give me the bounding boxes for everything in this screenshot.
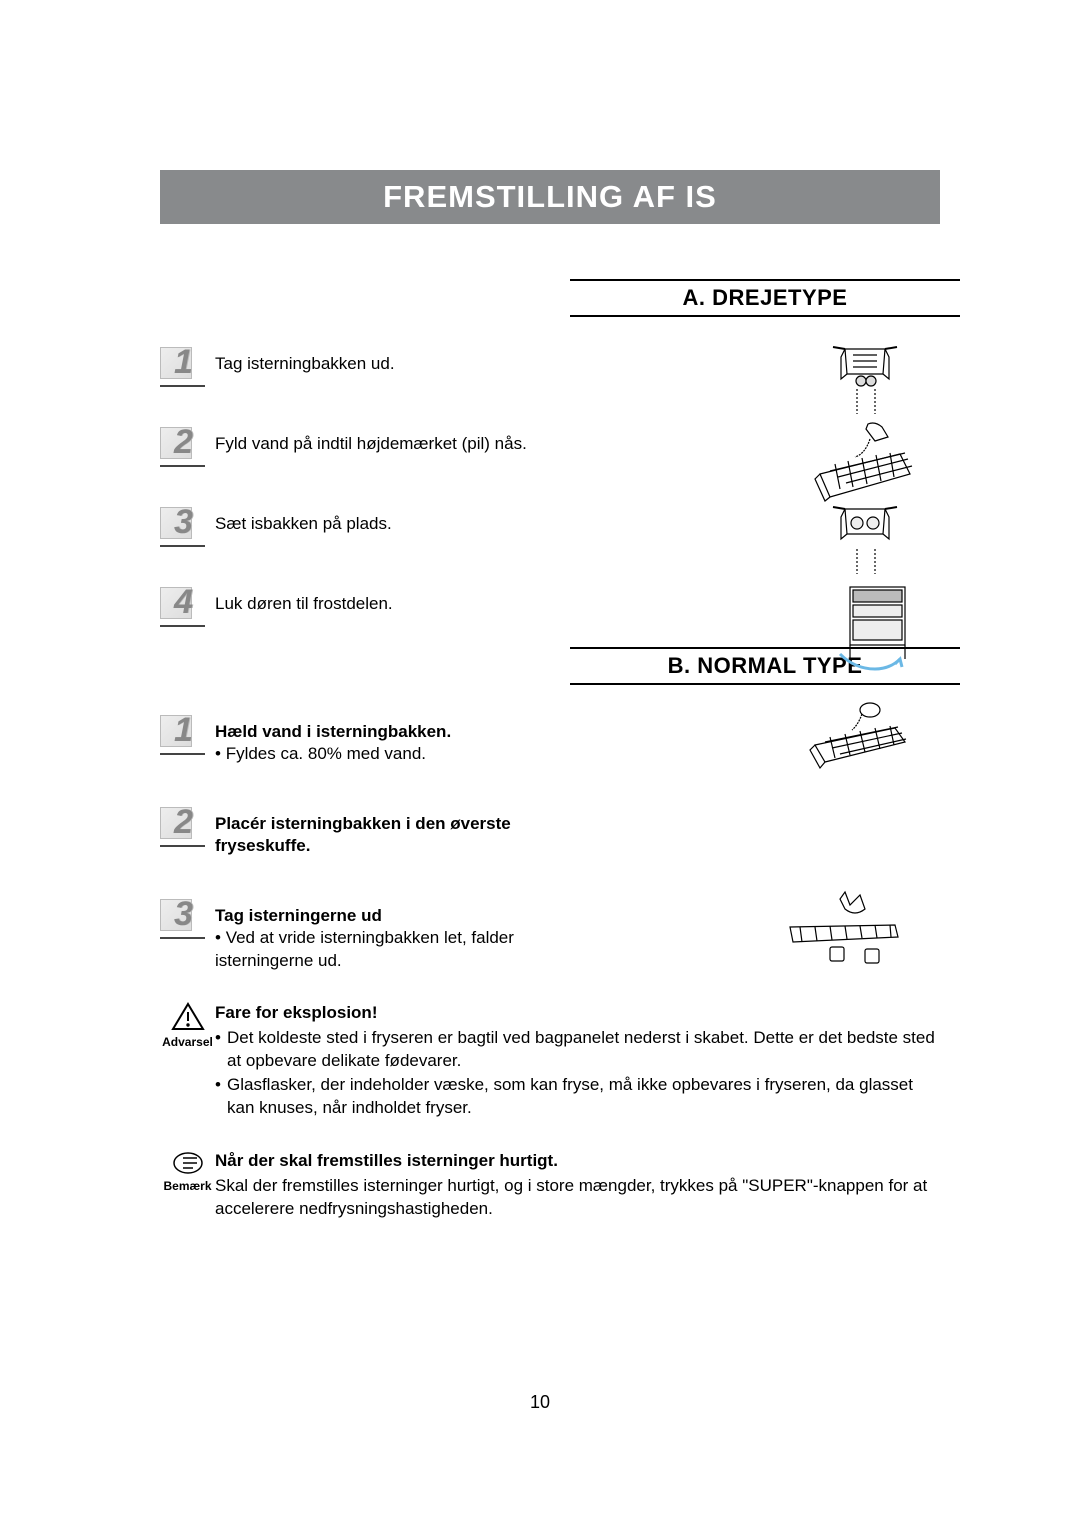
step-b3: 3 Tag isterningerne ud • Ved at vride is… (160, 899, 940, 971)
step-number-icon: 3 (160, 899, 200, 939)
warning-icon: Advarsel (160, 1002, 215, 1049)
note-body: Når der skal fremstilles isterninger hur… (215, 1150, 940, 1221)
step-a1: 1 Tag isterningbakken ud. (160, 347, 940, 387)
step-text: Luk døren til frostdelen. (215, 587, 575, 615)
step-text: Fyld vand på indtil højdemærket (pil) nå… (215, 427, 575, 455)
note-label: Bemærk (163, 1179, 211, 1193)
note-icon: Bemærk (160, 1150, 215, 1193)
step-number-icon: 3 (160, 507, 200, 547)
step-number-icon: 2 (160, 807, 200, 847)
section-b: 1 Hæld vand i isterningbakken. • Fyldes … (160, 715, 940, 1221)
step-a2: 2 Fyld vand på indtil højdemærket (pil) … (160, 427, 940, 467)
step-number-icon: 4 (160, 587, 200, 627)
section-a-header: A. DREJETYPE (570, 279, 960, 317)
warning-block: Advarsel Fare for eksplosion! Det koldes… (160, 1002, 940, 1123)
step-b1: 1 Hæld vand i isterningbakken. • Fyldes … (160, 715, 940, 765)
page-title: FREMSTILLING AF IS (160, 170, 940, 224)
page-number: 10 (0, 1392, 1080, 1413)
warning-label: Advarsel (162, 1035, 213, 1049)
step-text: Sæt isbakken på plads. (215, 507, 575, 535)
illustration-tray-out-icon (815, 339, 920, 424)
illustration-pour-water-icon (790, 700, 920, 785)
step-b2: 2 Placér isterningbakken i den øverste f… (160, 807, 940, 857)
illustration-close-door-icon (820, 579, 920, 679)
step-text: Tag isterningerne ud • Ved at vride iste… (215, 899, 575, 971)
step-number-icon: 1 (160, 715, 200, 755)
step-text: Hæld vand i isterningbakken. • Fyldes ca… (215, 715, 575, 765)
step-a3: 3 Sæt isbakken på plads. (160, 507, 940, 547)
step-a4: 4 Luk døren til frostdelen. (160, 587, 940, 627)
step-text: Placér isterningbakken i den øverste fry… (215, 807, 575, 857)
illustration-tray-in-icon (815, 499, 920, 584)
step-text: Tag isterningbakken ud. (215, 347, 575, 375)
illustration-twist-tray-icon (770, 887, 920, 977)
step-number-icon: 1 (160, 347, 200, 387)
warning-body: Fare for eksplosion! Det koldeste sted i… (215, 1002, 940, 1123)
step-number-icon: 2 (160, 427, 200, 467)
note-block: Bemærk Når der skal fremstilles isternin… (160, 1150, 940, 1221)
section-a: 1 Tag isterningbakken ud. 2 Fyld vand på… (160, 347, 940, 627)
